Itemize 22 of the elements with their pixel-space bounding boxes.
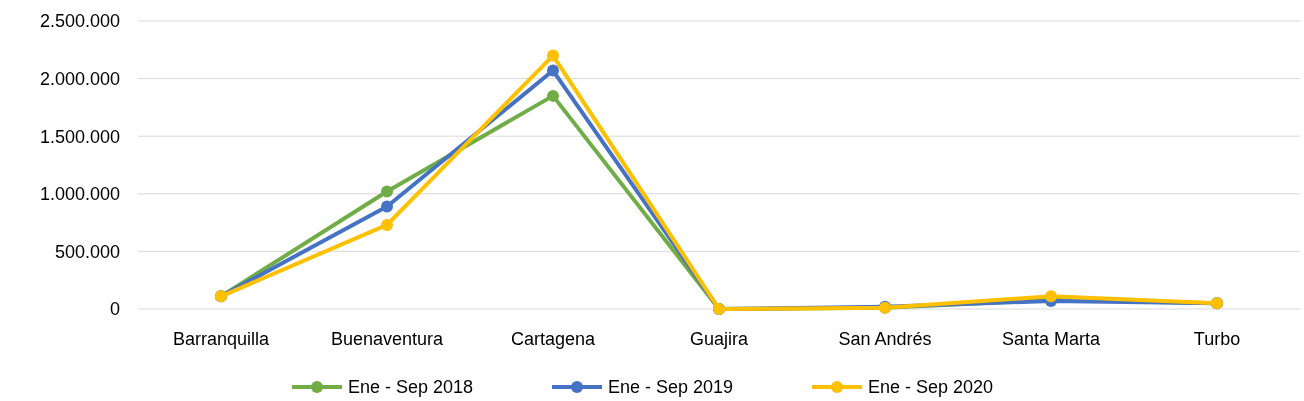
y-tick-label: 0 bbox=[109, 299, 120, 320]
x-tick-label: Buenaventura bbox=[330, 329, 445, 349]
point bbox=[381, 185, 393, 198]
point bbox=[547, 49, 559, 62]
y-tick-label: 2.000.000 bbox=[39, 68, 120, 89]
x-tick-label: Santa Marta bbox=[1001, 329, 1102, 349]
y-tick-label: 1.500.000 bbox=[39, 126, 120, 147]
x-tick-label: Guajira bbox=[689, 329, 749, 349]
point bbox=[547, 64, 559, 77]
y-tick-label: 500.000 bbox=[54, 241, 120, 262]
point bbox=[547, 89, 559, 102]
legend-label: Ene - Sep 2019 bbox=[608, 377, 734, 398]
x-tick-label: San Andrés bbox=[838, 329, 932, 349]
x-tick-label: Cartagena bbox=[510, 329, 597, 349]
point bbox=[381, 200, 393, 213]
legend-label: Ene - Sep 2020 bbox=[868, 377, 994, 398]
x-tick-label: Barranquilla bbox=[172, 329, 271, 349]
x-tick-label: Turbo bbox=[1193, 329, 1241, 349]
legend-label: Ene - Sep 2018 bbox=[348, 377, 474, 398]
y-tick-label: 1.000.000 bbox=[39, 184, 120, 205]
point bbox=[381, 218, 393, 231]
y-tick-label: 2.500.000 bbox=[39, 11, 120, 32]
